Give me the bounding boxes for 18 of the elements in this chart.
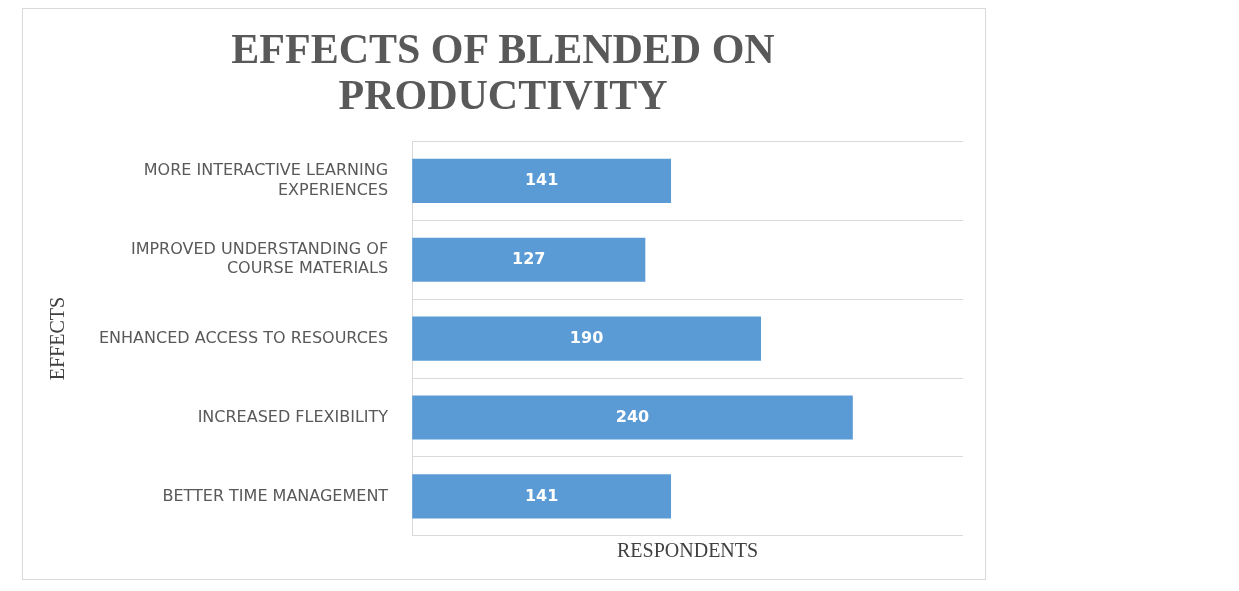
data-label: 127 <box>512 248 546 268</box>
y-tick-label: IMPROVED UNDERSTANDING OF COURSE MATERIALS <box>130 239 389 278</box>
data-label: 141 <box>524 170 559 189</box>
y-axis-title: EFFECTS <box>46 296 69 381</box>
y-tick-label: MORE INTERACTIVE LEARNING EXPERIENCES <box>143 160 389 199</box>
bar <box>412 158 672 203</box>
y-tick-label: ENHANCED ACCESS TO RESOURCES <box>99 327 389 347</box>
bar <box>412 316 762 361</box>
chart-title: EFFECTS OF BLENDED ON PRODUCTIVITY <box>231 25 775 119</box>
bar <box>412 474 672 519</box>
y-tick-label: INCREASED FLEXIBILITY <box>197 406 389 426</box>
data-label: 141 <box>524 485 559 505</box>
data-label: 190 <box>569 327 604 347</box>
bar <box>412 237 646 282</box>
y-tick-label: BETTER TIME MANAGEMENT <box>162 485 389 505</box>
data-label: 240 <box>615 406 650 426</box>
bar <box>412 395 853 440</box>
x-axis-title: RESPONDENTS <box>616 539 759 562</box>
